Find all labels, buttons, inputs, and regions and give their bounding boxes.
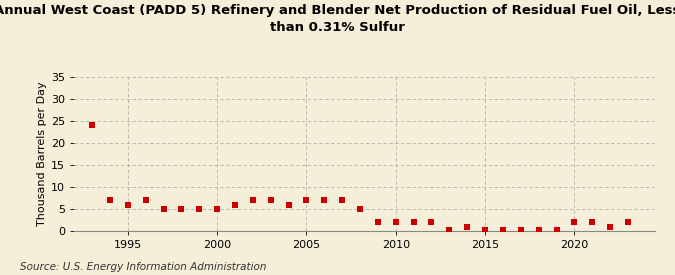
Point xyxy=(284,202,294,207)
Point xyxy=(176,207,187,211)
Point xyxy=(605,224,616,229)
Point xyxy=(587,220,597,224)
Point xyxy=(390,220,401,224)
Point xyxy=(194,207,205,211)
Point xyxy=(337,198,348,202)
Point xyxy=(248,198,259,202)
Point xyxy=(265,198,276,202)
Point xyxy=(426,220,437,224)
Text: Annual West Coast (PADD 5) Refinery and Blender Net Production of Residual Fuel : Annual West Coast (PADD 5) Refinery and … xyxy=(0,4,675,34)
Point xyxy=(354,207,365,211)
Point xyxy=(622,220,633,224)
Point xyxy=(86,123,97,128)
Point xyxy=(569,220,580,224)
Point xyxy=(551,228,562,232)
Point xyxy=(105,198,115,202)
Point xyxy=(373,220,383,224)
Point xyxy=(497,228,508,232)
Point xyxy=(230,202,240,207)
Point xyxy=(444,228,455,232)
Point xyxy=(212,207,223,211)
Point xyxy=(408,220,419,224)
Point xyxy=(158,207,169,211)
Y-axis label: Thousand Barrels per Day: Thousand Barrels per Day xyxy=(37,82,47,226)
Point xyxy=(533,228,544,232)
Point xyxy=(140,198,151,202)
Point xyxy=(516,228,526,232)
Point xyxy=(301,198,312,202)
Point xyxy=(122,202,133,207)
Point xyxy=(462,224,472,229)
Point xyxy=(480,228,491,232)
Text: Source: U.S. Energy Information Administration: Source: U.S. Energy Information Administ… xyxy=(20,262,267,272)
Point xyxy=(319,198,329,202)
